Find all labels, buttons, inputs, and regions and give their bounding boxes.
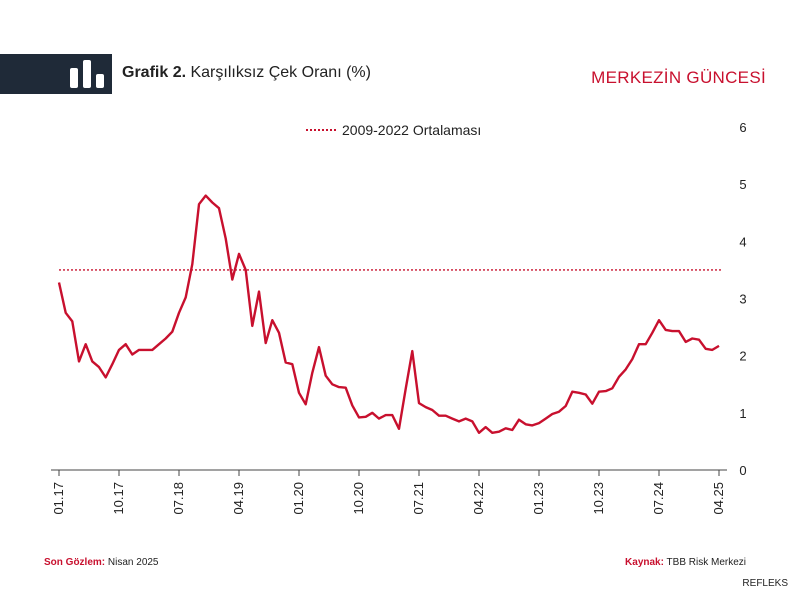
- x-tick-label: 07.21: [411, 482, 426, 515]
- observation-label: Son Gözlem:: [44, 557, 106, 568]
- series-line: [57, 194, 720, 434]
- source-value: TBB Risk Merkezi: [666, 557, 746, 568]
- observation-value: Nisan 2025: [107, 557, 159, 568]
- x-tick-label: 04.19: [231, 482, 246, 515]
- y-tick-label: 6: [739, 120, 746, 135]
- y-tick-label: 0: [739, 463, 746, 478]
- y-tick-label: 2: [739, 349, 746, 364]
- x-tick-label: 01.17: [51, 482, 66, 515]
- y-tick-label: 5: [739, 177, 746, 192]
- chart-legend: 2009-2022 Ortalaması: [306, 122, 481, 138]
- footer-source: Kaynak: TBB Risk Merkezi: [625, 557, 746, 568]
- brand-name: MERKEZİN GÜNCESİ: [591, 68, 766, 87]
- x-tick-label: 10.20: [351, 482, 366, 515]
- x-tick-label: 04.22: [471, 482, 486, 515]
- header-band: [0, 54, 112, 94]
- page-title: Grafik 2. Karşılıksız Çek Oranı (%): [122, 64, 371, 82]
- title-number: Grafik 2.: [122, 64, 187, 81]
- y-tick-label: 4: [739, 234, 746, 249]
- legend-label-average: 2009-2022 Ortalaması: [342, 122, 482, 138]
- credit-text: REFLEKS: [742, 578, 788, 589]
- legend-swatch-average: [306, 129, 336, 131]
- x-tick-label: 01.23: [531, 482, 546, 515]
- x-tick-label: 01.20: [291, 482, 306, 515]
- x-tick-label: 04.25: [711, 482, 726, 515]
- x-tick-label: 10.23: [591, 482, 606, 515]
- x-tick-label: 10.17: [111, 482, 126, 515]
- title-text: Karşılıksız Çek Oranı (%): [190, 64, 371, 81]
- bar-chart-icon: [70, 60, 104, 88]
- x-tick-label: 07.24: [651, 482, 666, 515]
- y-tick-label: 3: [739, 292, 746, 307]
- y-tick-label: 1: [739, 406, 746, 421]
- footer-observation: Son Gözlem: Nisan 2025: [44, 557, 159, 568]
- x-tick-label: 07.18: [171, 482, 186, 515]
- source-label: Kaynak:: [625, 557, 664, 568]
